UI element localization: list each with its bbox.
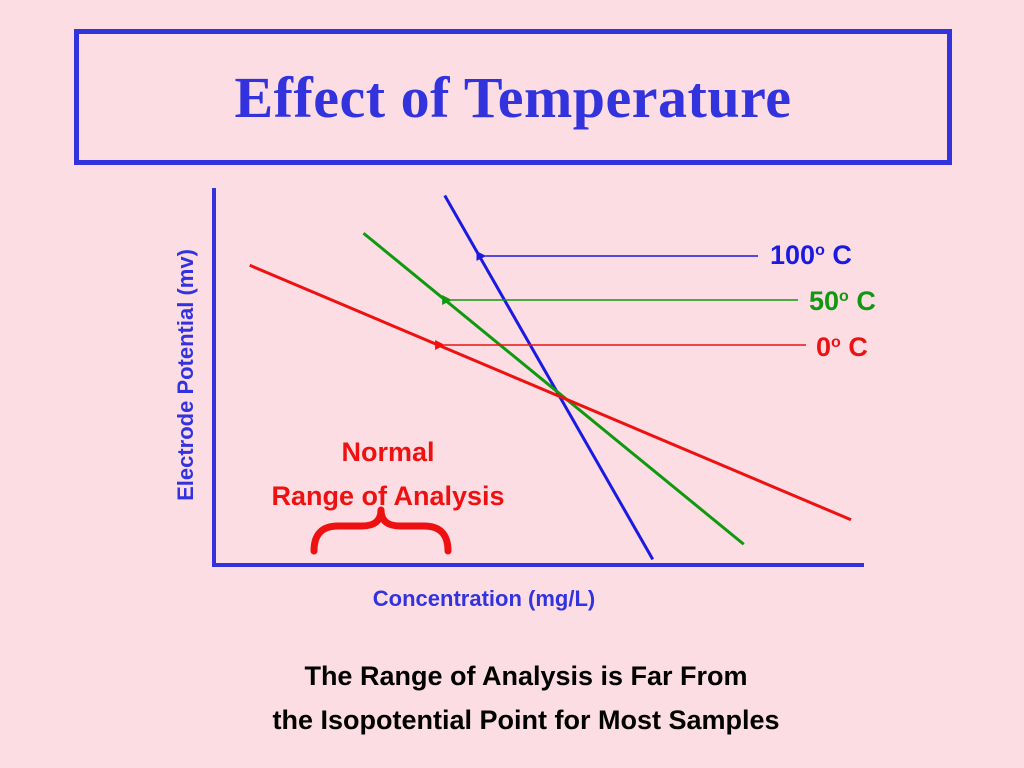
range-brace: [310, 506, 452, 555]
legend-100c-degree: o: [815, 242, 825, 259]
range-note-line2: Range of Analysis: [271, 481, 505, 511]
legend-100c-value: 100: [770, 240, 816, 270]
legend-0c: 0o C: [816, 332, 868, 362]
y-axis-label: Electrode Potential (mv): [173, 249, 198, 501]
caption: The Range of Analysis is Far From the Is…: [272, 654, 779, 742]
legend-50c-degree: o: [839, 288, 849, 305]
legend-0c-degree: o: [831, 334, 841, 351]
legend-50c: 50o C: [809, 286, 876, 316]
series-line-50c: [362, 232, 745, 546]
axes: [212, 188, 864, 567]
range-note-line1: Normal: [341, 437, 435, 467]
caption-line2: the Isopotential Point for Most Samples: [272, 705, 780, 735]
legend-50c-value: 50: [809, 286, 840, 316]
caption-line1: The Range of Analysis is Far From: [304, 661, 748, 691]
series-line-0c: [249, 263, 852, 522]
title-box: Effect of Temperature: [74, 29, 952, 165]
legend-0c-value: 0: [816, 332, 832, 362]
legend-arrows: [435, 251, 806, 350]
x-axis-label: Concentration (mg/L): [372, 586, 596, 611]
slide-title: Effect of Temperature: [234, 64, 792, 130]
range-note: Normal Range of Analysis: [271, 430, 504, 518]
legend-100c: 100o C: [770, 240, 852, 270]
